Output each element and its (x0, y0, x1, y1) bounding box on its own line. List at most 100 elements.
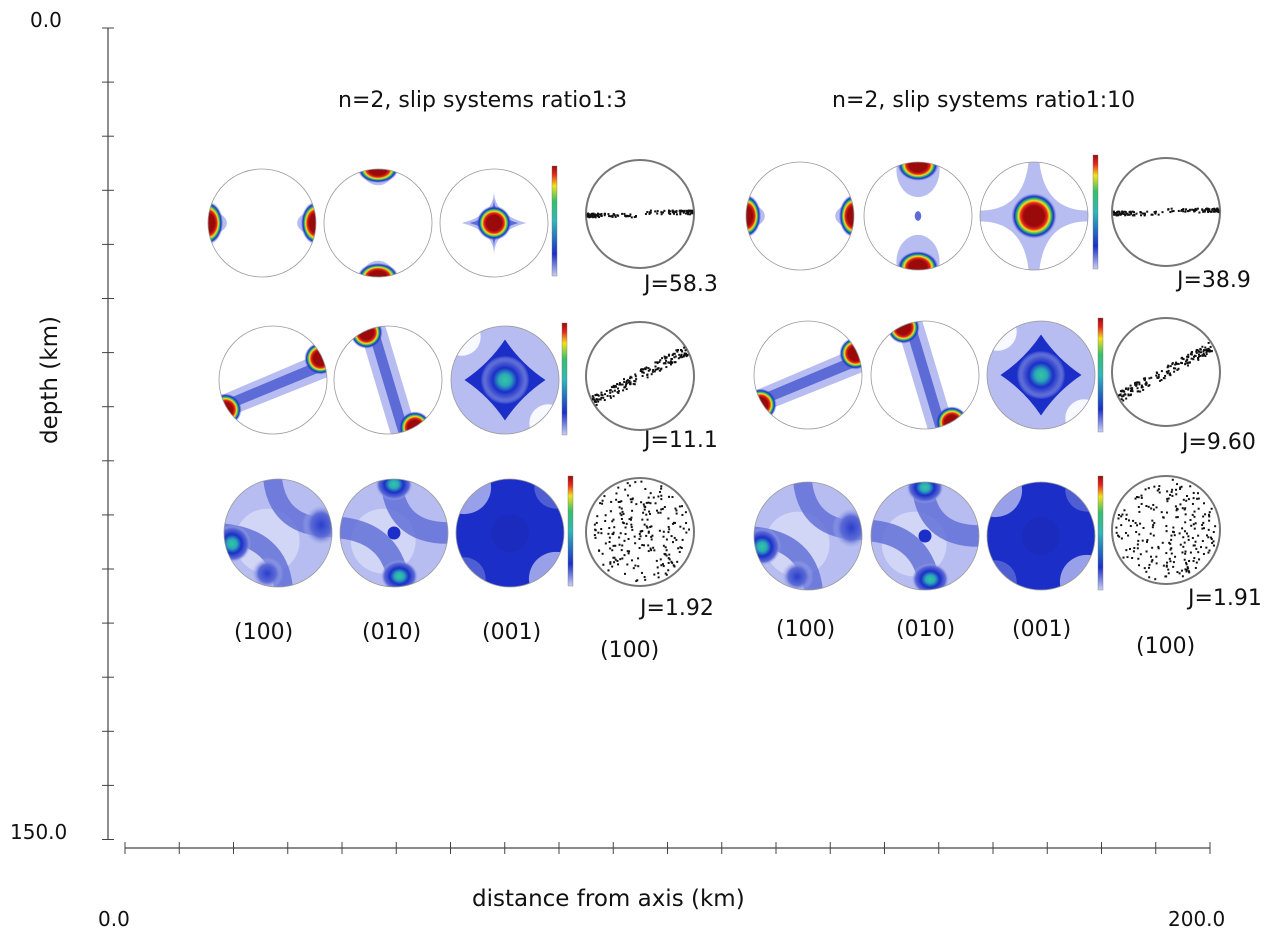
scatter-point (670, 360, 673, 363)
scatter-point (598, 398, 601, 401)
scatter-point (628, 518, 631, 521)
scatter-point (1133, 211, 1136, 214)
scatter-point (667, 517, 670, 520)
scatter-point (1139, 390, 1142, 393)
scatter-point (641, 518, 644, 521)
scatter-point (682, 527, 685, 530)
scatter-point (657, 576, 660, 579)
scatter-point (1212, 540, 1215, 543)
scatter-point (646, 374, 649, 377)
scatter-point (1183, 558, 1186, 561)
scatter-point (1170, 538, 1173, 541)
scatter-point (1140, 502, 1143, 505)
scatter-point (1168, 557, 1171, 560)
scatter-point (1166, 500, 1169, 503)
scatter-point (626, 550, 629, 553)
scatter-point (662, 530, 665, 533)
scatter-point (1169, 365, 1172, 368)
scatter-point (1169, 211, 1172, 214)
scatter-point (1175, 488, 1178, 491)
scatter-point (1211, 541, 1214, 544)
scatter-point (667, 557, 670, 560)
scatter-point (1158, 491, 1161, 494)
scatter-point (1176, 516, 1179, 519)
plane-label: (001) (1012, 617, 1072, 642)
scatter-point (646, 211, 649, 214)
scatter-point (1166, 561, 1169, 564)
scatter-point (644, 578, 647, 581)
scatter-point (628, 380, 631, 383)
scatter-point (1180, 362, 1183, 365)
scatter-point (679, 349, 682, 352)
scatter-point (1118, 211, 1121, 214)
scatter-point (1136, 390, 1139, 393)
scatter-point (634, 375, 637, 378)
scatter-point (628, 484, 631, 487)
scatter-point (1170, 547, 1173, 550)
scatter-point (628, 550, 631, 553)
scatter-point (1165, 565, 1168, 568)
scatter-point (607, 213, 610, 216)
scatter-point (1202, 349, 1205, 352)
scatter-point (660, 213, 663, 216)
scatter-plane-label: (100) (1136, 634, 1196, 659)
scatter-point (1202, 350, 1205, 353)
scatter-point (1168, 373, 1171, 376)
pole-figure-010 (863, 161, 973, 271)
scatter-point (639, 530, 642, 533)
scatter-point (616, 383, 619, 386)
scatter-point (1181, 507, 1184, 510)
scatter-point (660, 494, 663, 497)
scatter-point (622, 512, 625, 515)
scatter-point (1155, 506, 1158, 509)
scatter-point (1119, 390, 1122, 393)
scatter-point (1170, 207, 1173, 210)
scatter-point (1162, 377, 1165, 380)
scatter-point (1167, 208, 1170, 211)
scatter-point (1181, 575, 1184, 578)
scatter-point (1207, 347, 1210, 350)
scatter-point (644, 488, 647, 491)
scatter-point (1193, 527, 1196, 530)
scatter-point (615, 492, 618, 495)
scatter-point (667, 209, 670, 212)
scatter-point (608, 527, 611, 530)
scatter-point (587, 213, 590, 216)
scatter-point (1198, 350, 1201, 353)
scatter-point (1187, 567, 1190, 570)
scatter-point (646, 518, 649, 521)
scatter-point (1187, 210, 1190, 213)
scatter-point (1161, 541, 1164, 544)
pole-figure-100 (207, 168, 317, 278)
scatter-point (677, 357, 680, 360)
scatter-point (1140, 496, 1143, 499)
scatter-point (1136, 547, 1139, 550)
scatter-point (624, 532, 627, 535)
scatter-point (671, 496, 674, 499)
scatter-point (1177, 367, 1180, 370)
scatter-point (1136, 524, 1139, 527)
scatter-point (629, 518, 632, 521)
scatter-point (1175, 361, 1178, 364)
scatter-point (1123, 509, 1126, 512)
scatter-point (658, 360, 661, 363)
scatter-point (600, 528, 603, 531)
scatter-points (593, 480, 691, 583)
scatter-point (619, 558, 622, 561)
scatter-point (675, 509, 678, 512)
scatter-point (1195, 208, 1198, 211)
scatter-point (681, 505, 684, 508)
scatter-point (589, 214, 592, 217)
scatter-point (1189, 551, 1192, 554)
scatter-point (632, 567, 635, 570)
scatter-point (1197, 551, 1200, 554)
scatter-point (1187, 361, 1190, 364)
y-axis-bottom-value: 150.0 (10, 820, 68, 844)
scatter-point (1124, 393, 1127, 396)
scatter-point (1117, 513, 1120, 516)
scatter-point (667, 353, 670, 356)
scatter-point (668, 354, 671, 357)
scatter-point (1183, 530, 1186, 533)
scatter-point (649, 512, 652, 515)
pole-figure-001 (439, 168, 549, 278)
